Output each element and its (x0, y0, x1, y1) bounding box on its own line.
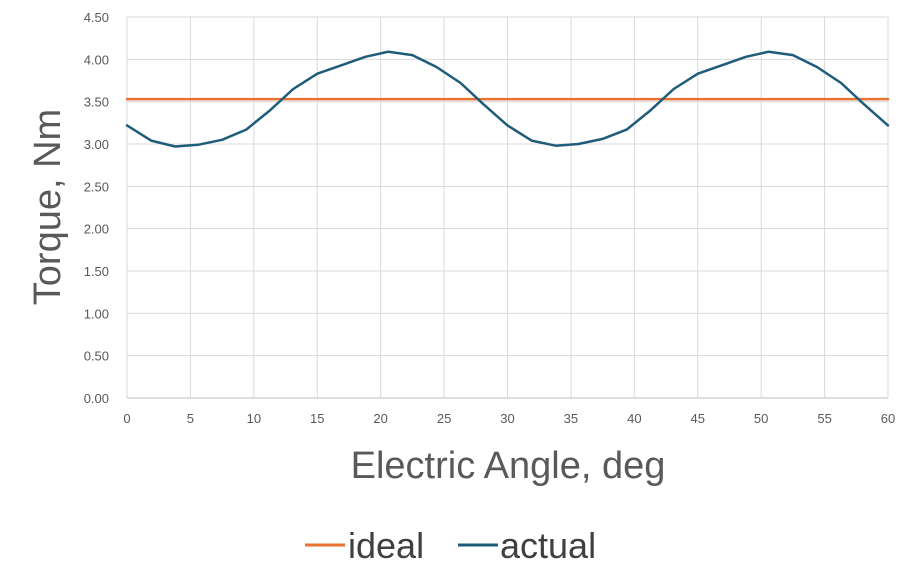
x-tick-label: 15 (310, 411, 324, 426)
x-tick-label: 50 (754, 411, 768, 426)
series-lines (125, 50, 890, 148)
y-tick-label: 3.50 (84, 95, 109, 110)
y-tick-label: 1.00 (84, 306, 109, 321)
x-tick-label: 55 (817, 411, 831, 426)
y-tick-label: 2.00 (84, 222, 109, 237)
y-tick-label: 3.00 (84, 137, 109, 152)
y-tick-label: 4.00 (84, 52, 109, 67)
x-tick-label: 45 (691, 411, 705, 426)
y-tick-label: 2.50 (84, 179, 109, 194)
x-tick-label: 0 (123, 411, 130, 426)
y-tick-label: 0.50 (84, 349, 109, 364)
x-tick-label: 20 (373, 411, 387, 426)
legend-label-actual: actual (500, 525, 596, 563)
y-tick-label: 4.50 (84, 10, 109, 25)
y-tick-label: 1.50 (84, 264, 109, 279)
y-tick-label: 0.00 (84, 391, 109, 406)
x-axis-title: Electric Angle, deg (351, 445, 666, 487)
y-tick-labels: 0.00 0.50 1.00 1.50 2.00 2.50 3.00 3.50 4.00 4.50 (84, 10, 109, 406)
x-tick-label: 60 (881, 411, 895, 426)
x-tick-label: 40 (627, 411, 641, 426)
x-tick-label: 10 (247, 411, 261, 426)
gridlines (126, 16, 889, 399)
x-tick-label: 5 (187, 411, 194, 426)
series-line-actual (125, 50, 890, 148)
y-axis-title: Torque, Nm (27, 109, 69, 305)
legend-label-ideal: ideal (348, 525, 424, 563)
x-tick-label: 35 (564, 411, 578, 426)
x-tick-label: 25 (437, 411, 451, 426)
x-tick-labels: 0 5 10 15 20 25 30 35 40 45 50 55 60 (123, 411, 895, 426)
x-tick-label: 30 (500, 411, 514, 426)
legend: ideal actual (305, 525, 596, 563)
